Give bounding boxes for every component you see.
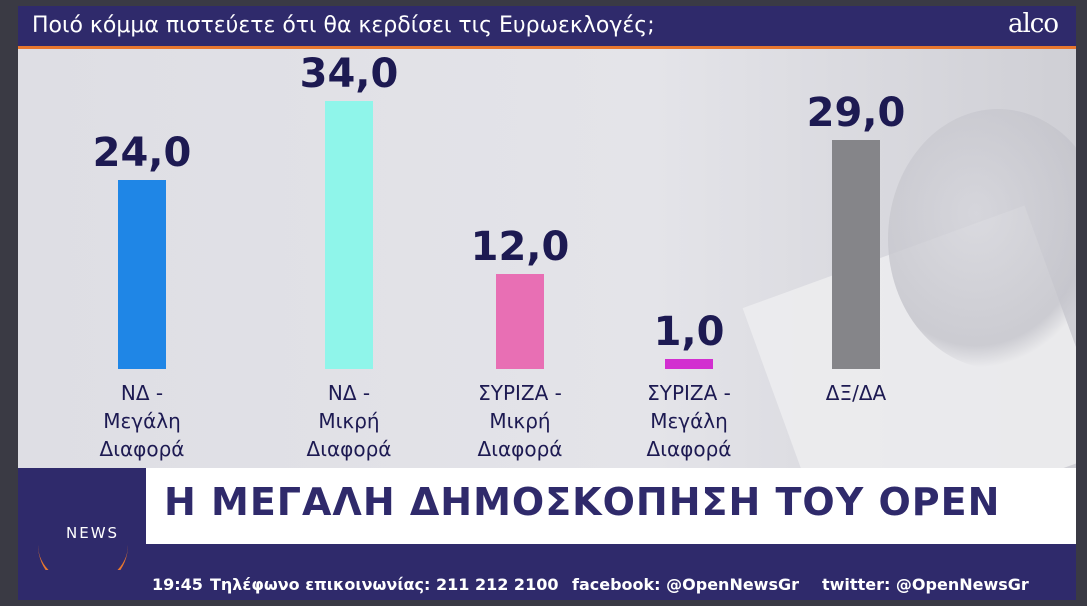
category-label-4: ΔΞ/ΔΑ xyxy=(786,379,926,407)
poll-question: Ποιό κόμμα πιστεύετε ότι θα κερδίσει τις… xyxy=(32,13,655,38)
hand-image xyxy=(888,109,1076,369)
ticker-phone: Τηλέφωνο επικοινωνίας: 211 212 2100 xyxy=(210,575,559,594)
category-label-line: Μικρή xyxy=(318,409,380,433)
bar-3 xyxy=(665,359,713,369)
category-label-line: ΝΔ - xyxy=(327,381,371,405)
bar-0 xyxy=(118,179,166,369)
category-label-line: Διαφορά xyxy=(646,437,732,461)
open-news-logo: NEWS xyxy=(18,468,144,590)
ticker-time: 19:45 xyxy=(152,575,203,594)
question-bar: Ποιό κόμμα πιστεύετε ότι θα κερδίσει τις… xyxy=(18,6,1076,49)
bar-value-label-3: 1,0 xyxy=(653,309,725,355)
ticker-facebook: facebook: @OpenNewsGr xyxy=(572,575,800,594)
category-label-line: Διαφορά xyxy=(306,437,392,461)
category-label-line: ΝΔ - xyxy=(120,381,164,405)
headline: Η ΜΕΓΑΛΗ ΔΗΜΟΣΚΟΠΗΣΗ ΤΟΥ OPEN xyxy=(164,480,1001,524)
bar-value-label-2: 12,0 xyxy=(470,224,570,271)
category-label-line: Διαφορά xyxy=(99,437,185,461)
ticker-bar: 19:45 Τηλέφωνο επικοινωνίας: 211 212 210… xyxy=(18,570,1076,600)
chart-stage: 24,0 ΝΔ - Μεγάλη Διαφορά 34,0 ΝΔ - Μικρή Διαφορ… xyxy=(18,49,1076,468)
bar-value-label-1: 34,0 xyxy=(299,51,399,97)
category-label-line: Μεγάλη xyxy=(650,409,728,433)
bar-value-label-4: 29,0 xyxy=(806,90,906,137)
lower-third: NEWS Η ΜΕΓΑΛΗ ΔΗΜΟΣΚΟΠΗΣΗ ΤΟΥ OPEN xyxy=(18,468,1076,590)
bar-chart: 24,0 ΝΔ - Μεγάλη Διαφορά 34,0 ΝΔ - Μικρή Διαφορ… xyxy=(18,49,1076,468)
bar-2 xyxy=(496,274,544,369)
bar-1 xyxy=(325,101,373,369)
category-label-line: Μεγάλη xyxy=(103,409,181,433)
category-label-line: ΔΞ/ΔΑ xyxy=(825,381,887,405)
headline-box: Η ΜΕΓΑΛΗ ΔΗΜΟΣΚΟΠΗΣΗ ΤΟΥ OPEN xyxy=(146,468,1076,544)
category-label-line: ΣΥΡΙΖΑ - xyxy=(478,381,562,405)
bar-4 xyxy=(832,140,880,369)
category-label-1: ΝΔ - Μικρή Διαφορά xyxy=(279,379,419,463)
category-label-3: ΣΥΡΙΖΑ - Μεγάλη Διαφορά xyxy=(619,379,759,463)
ticker-twitter: twitter: @OpenNewsGr xyxy=(822,575,1029,594)
category-label-2: ΣΥΡΙΖΑ - Μικρή Διαφορά xyxy=(450,379,590,463)
category-label-line: ΣΥΡΙΖΑ - xyxy=(647,381,731,405)
category-label-0: ΝΔ - Μεγάλη Διαφορά xyxy=(72,379,212,463)
news-logo-text: NEWS xyxy=(66,524,120,542)
category-label-line: Διαφορά xyxy=(477,437,563,461)
category-label-line: Μικρή xyxy=(489,409,551,433)
alco-logo: alco xyxy=(1007,9,1059,39)
bar-value-label-0: 24,0 xyxy=(92,129,192,176)
